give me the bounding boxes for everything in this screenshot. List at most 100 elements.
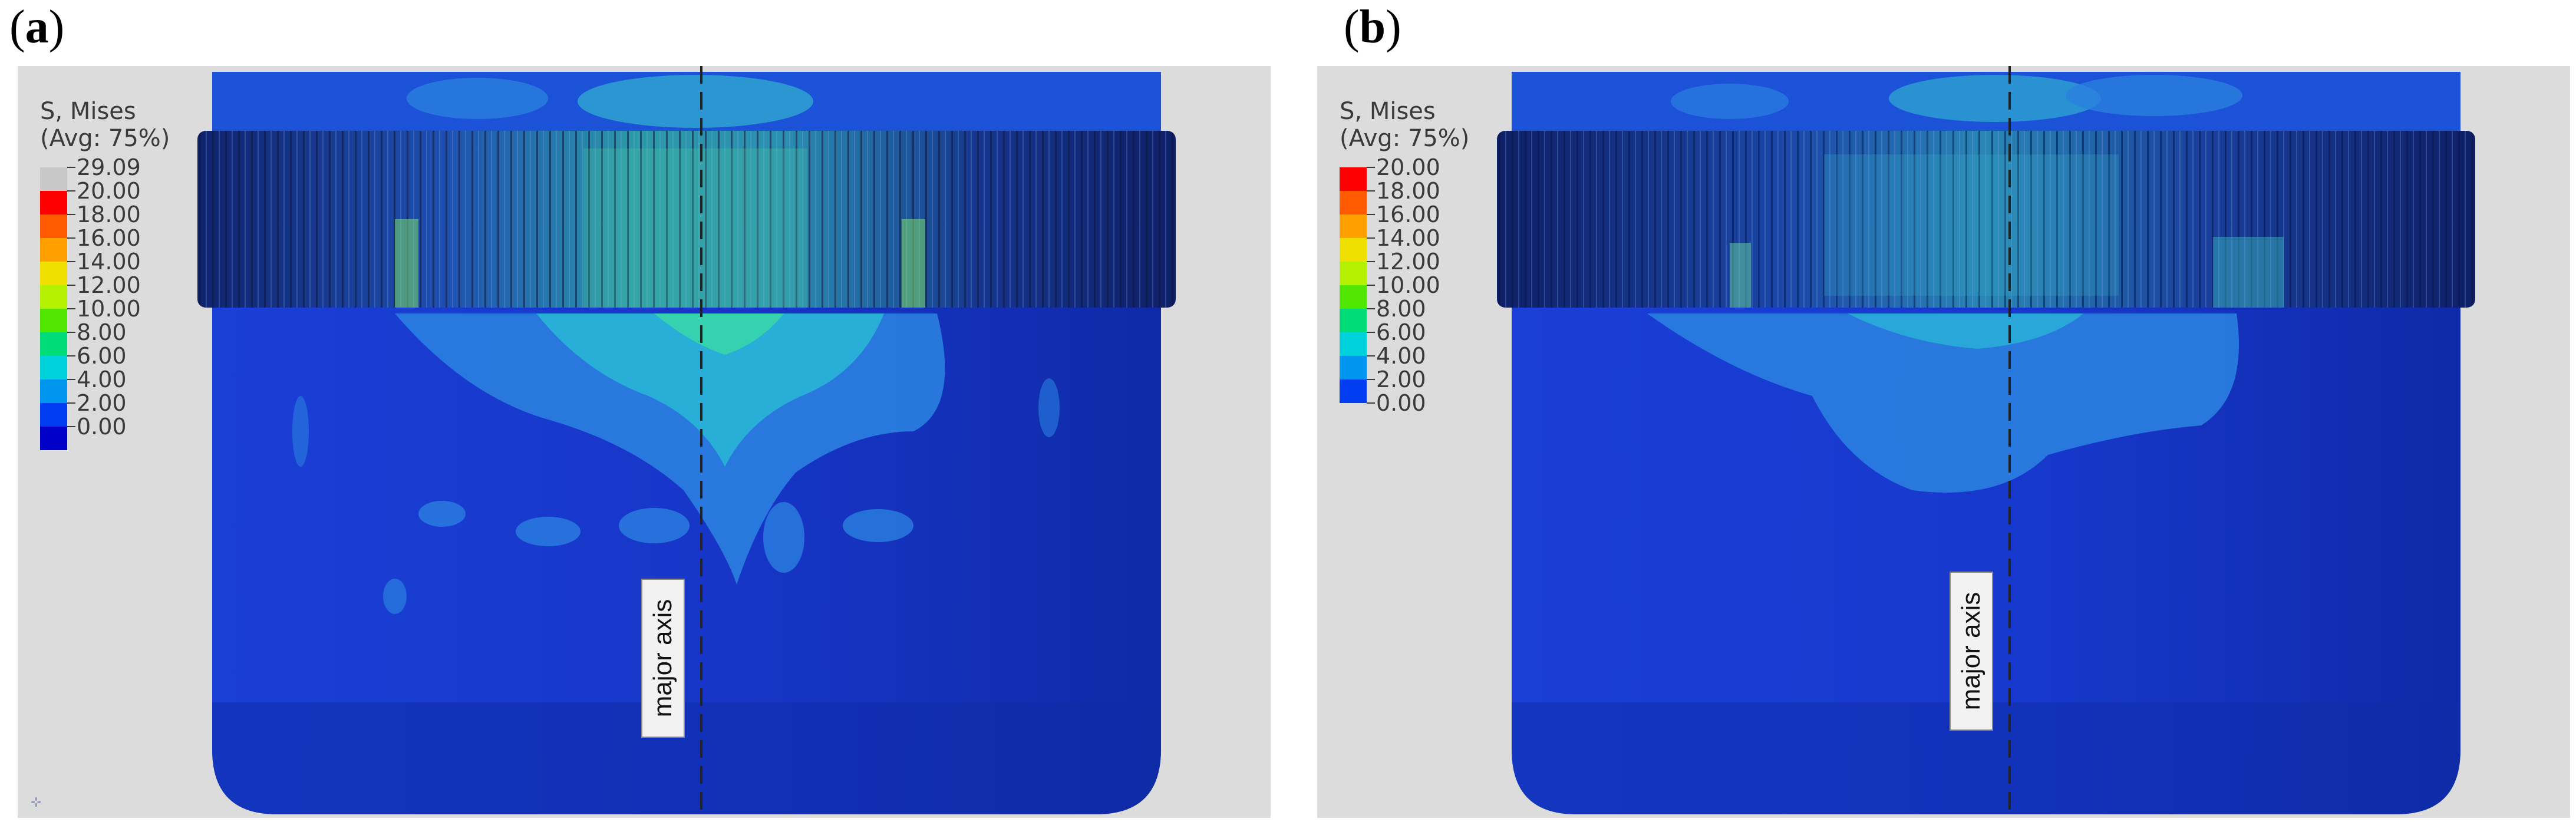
panel-a-legend-row: 8.00 xyxy=(40,321,170,344)
panel-a-legend-row: 18.00 xyxy=(40,203,170,226)
panel-a-legend-row: 0.00 xyxy=(40,415,170,438)
panel-a-legend-value: 6.00 xyxy=(77,344,127,368)
panel-b-legend-row: 16.00 xyxy=(1340,203,1469,226)
panel-b-legend-row: 18.00 xyxy=(1340,179,1469,203)
panel-b-legend-tick xyxy=(1367,355,1375,356)
panel-a-patch xyxy=(619,508,690,543)
panel-b-major-axis-label: major axis xyxy=(1950,572,1993,731)
panel-a-legend-value: 16.00 xyxy=(77,226,141,250)
panel-b-legend-tick xyxy=(1367,379,1375,380)
panel-a-label: (a) xyxy=(9,4,64,51)
panel-a-legend-row: 29.09 xyxy=(40,156,170,179)
panel-a-legend-row: 4.00 xyxy=(40,368,170,391)
panel-a-viewport: S, Mises (Avg: 75%) 29.09 20.00 18.00 16.00… xyxy=(18,66,1271,818)
panel-a-legend-tick xyxy=(67,308,75,309)
panel-a-legend-tick xyxy=(67,261,75,262)
panel-b-stress-contour xyxy=(1317,66,2570,818)
panel-a-legend-value: 18.00 xyxy=(77,203,141,226)
panel-b-legend-tick xyxy=(1367,167,1375,168)
panel-a-legend-tick xyxy=(67,426,75,427)
panel-b-legend-value: 8.00 xyxy=(1376,297,1426,321)
panel-a-legend-subtitle: (Avg: 75%) xyxy=(40,125,170,152)
panel-b-legend-scale: 20.00 18.00 16.00 14.00 12.00 10.00 8.00 6.00 4.… xyxy=(1340,156,1469,415)
panel-b-legend-row: 12.00 xyxy=(1340,250,1469,273)
panel-b-legend-value: 10.00 xyxy=(1376,273,1440,297)
panel-b-legend-value: 16.00 xyxy=(1376,203,1440,226)
panel-a-legend-tick xyxy=(67,190,75,192)
panel-a-legend-value: 12.00 xyxy=(77,273,141,297)
panel-b-legend-value: 12.00 xyxy=(1376,250,1440,273)
panel-a-patch xyxy=(843,509,913,542)
panel-b-viewport: S, Mises (Avg: 75%) 20.00 18.00 16.00 14.00… xyxy=(1317,66,2570,818)
panel-b-ring-hotspot xyxy=(2213,237,2284,308)
panel-a-patch xyxy=(292,396,309,467)
panel-a-patch xyxy=(763,502,804,573)
panel-a-patch xyxy=(1038,378,1060,437)
panel-b-patch xyxy=(2066,75,2242,116)
panel-a-legend-swatch xyxy=(40,427,67,450)
panel-a-legend-tick xyxy=(67,355,75,356)
panel-a-patch xyxy=(418,501,466,527)
panel-a-patch xyxy=(383,579,407,614)
panel-a-legend-row: 6.00 xyxy=(40,344,170,368)
panel-a-label-open: ( xyxy=(9,1,25,53)
panel-b-legend-tick xyxy=(1367,332,1375,333)
panel-a-legend-value: 10.00 xyxy=(77,297,141,321)
panel-a-legend-value: 29.09 xyxy=(77,156,141,179)
panel-b-legend-tick xyxy=(1367,402,1375,404)
panel-a-legend-row: 10.00 xyxy=(40,297,170,321)
panel-a-major-axis-text: major axis xyxy=(648,599,678,718)
panel-a-legend-row: 16.00 xyxy=(40,226,170,250)
panel-a-legend-value: 4.00 xyxy=(77,368,127,391)
panel-a-legend-value: 14.00 xyxy=(77,250,141,273)
panel-b-label-letter: b xyxy=(1360,1,1386,53)
panel-a-label-letter: a xyxy=(25,1,49,53)
panel-a-ring-hotspot xyxy=(583,148,807,308)
panel-a-label-close: ) xyxy=(49,1,65,53)
panel-b-legend-row: 10.00 xyxy=(1340,273,1469,297)
panel-b-patch xyxy=(1671,84,1789,119)
panel-b-legend-tick xyxy=(1367,190,1375,192)
panel-a-legend-row: 14.00 xyxy=(40,250,170,273)
panel-b-legend-tick xyxy=(1367,214,1375,215)
panel-a-ring-hotspot xyxy=(395,219,418,308)
panel-b-legend-value: 18.00 xyxy=(1376,179,1440,203)
panel-b-label: (b) xyxy=(1344,4,1401,51)
panel-b-legend-tick xyxy=(1367,237,1375,239)
panel-b-legend-value: 0.00 xyxy=(1376,391,1426,415)
panel-b-legend-row: 14.00 xyxy=(1340,226,1469,250)
panel-a-legend-tick xyxy=(67,285,75,286)
panel-b-legend-row: 8.00 xyxy=(1340,297,1469,321)
panel-b-legend: S, Mises (Avg: 75%) 20.00 18.00 16.00 14.00… xyxy=(1340,98,1469,415)
panel-a-legend-row: 20.00 xyxy=(40,179,170,203)
panel-b-legend-row: 6.00 xyxy=(1340,321,1469,344)
panel-a-legend-tick xyxy=(67,332,75,333)
panel-b-legend-value: 4.00 xyxy=(1376,344,1426,368)
panel-a-legend-row: 12.00 xyxy=(40,273,170,297)
panel-b-legend-tick xyxy=(1367,285,1375,286)
panel-a-legend-scale: 29.09 20.00 18.00 16.00 14.00 12.00 10.00 8.00 6… xyxy=(40,156,170,438)
panel-b-legend-value: 20.00 xyxy=(1376,156,1440,179)
panel-b-major-axis-text: major axis xyxy=(1957,592,1986,711)
panel-b-legend-value: 2.00 xyxy=(1376,368,1426,391)
panel-a-legend-title: S, Mises xyxy=(40,98,170,125)
panel-b-label-open: ( xyxy=(1344,1,1360,53)
panel-a-legend-value: 2.00 xyxy=(77,391,127,415)
panel-a-legend-tick xyxy=(67,379,75,380)
panel-b-legend-subtitle: (Avg: 75%) xyxy=(1340,125,1469,152)
panel-a-ring-hotspot xyxy=(902,219,925,308)
panel-b-legend-value: 14.00 xyxy=(1376,226,1440,250)
panel-a-patch xyxy=(407,78,548,119)
panel-a-legend-value: 20.00 xyxy=(77,179,141,203)
panel-a-legend-tick xyxy=(67,237,75,239)
panel-a-patch xyxy=(578,75,813,128)
panel-b-legend-tick xyxy=(1367,261,1375,262)
panel-b-legend-row: 4.00 xyxy=(1340,344,1469,368)
panel-b-legend-title: S, Mises xyxy=(1340,98,1469,125)
panel-b-legend-row: 20.00 xyxy=(1340,156,1469,179)
panel-a-legend: S, Mises (Avg: 75%) 29.09 20.00 18.00 16.00… xyxy=(40,98,170,438)
panel-b-legend-row: 2.00 xyxy=(1340,368,1469,391)
panel-b-legend-value: 6.00 xyxy=(1376,321,1426,344)
panel-b-legend-row: 0.00 xyxy=(1340,391,1469,415)
panel-a-patch xyxy=(516,517,580,546)
